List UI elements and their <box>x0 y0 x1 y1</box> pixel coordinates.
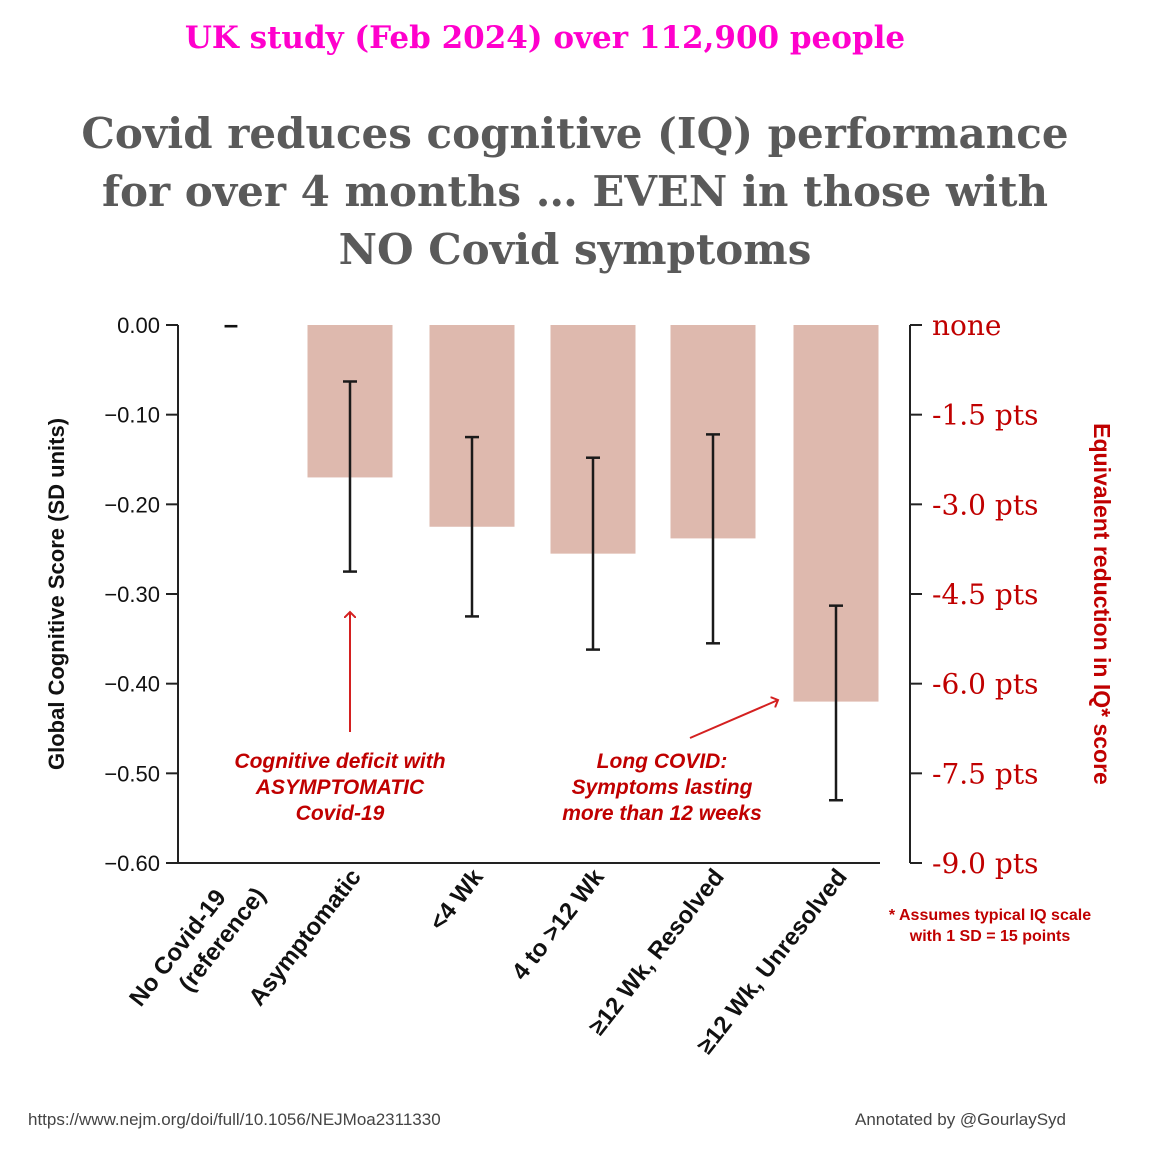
annotation-line: ASYMPTOMATIC <box>255 776 425 799</box>
note-line-2: with 1 SD = 15 points <box>909 928 1071 945</box>
y-tick-label-right: -7.5 pts <box>932 757 1038 790</box>
y-tick-label-right: -3.0 pts <box>932 488 1038 521</box>
iq-scale-note: * Assumes typical IQ scale with 1 SD = 1… <box>855 905 1125 947</box>
x-tick-label: ≥12 Wk, Resolved <box>584 864 730 1040</box>
y-tick-label-left: −0.50 <box>104 761 160 786</box>
title-line-2: for over 4 months … EVEN in those with <box>101 167 1049 216</box>
y-axis-title-left: Global Cognitive Score (SD units) <box>44 418 69 770</box>
annotation-line: Cognitive deficit with <box>234 750 445 773</box>
note-line-1: * Assumes typical IQ scale <box>888 907 1092 924</box>
chart-title: Covid reduces cognitive (IQ) performance… <box>20 105 1130 279</box>
x-tick-label: <4 Wk <box>424 864 489 936</box>
y-tick-label-left: −0.60 <box>104 851 160 876</box>
annotation-line: Symptoms lasting <box>572 776 753 799</box>
annotation-text: Cognitive deficit with ASYMPTOMATIC Covid-… <box>234 750 445 825</box>
study-subtitle: UK study (Feb 2024) over 112,900 people <box>184 20 906 56</box>
y-tick-label-left: −0.10 <box>104 403 160 428</box>
source-url: https://www.nejm.org/doi/full/10.1056/NE… <box>28 1110 441 1129</box>
y-tick-label-left: 0.00 <box>117 313 160 338</box>
x-tick-label: No Covid-19(reference) <box>124 864 271 1030</box>
y-tick-label-right: -6.0 pts <box>932 668 1038 701</box>
y-tick-label-right: -4.5 pts <box>932 578 1038 611</box>
y-tick-label-left: −0.40 <box>104 672 160 697</box>
y-tick-label-right: -1.5 pts <box>932 399 1038 432</box>
annotation-arrow <box>689 700 778 739</box>
y-tick-label-right: none <box>932 309 1002 342</box>
title-line-3: NO Covid symptoms <box>338 225 812 274</box>
annotation-text: Long COVID: Symptoms lasting more than 12 … <box>562 750 762 825</box>
x-tick-label: 4 to >12 Wk <box>507 864 610 986</box>
annotation-line: more than 12 weeks <box>562 802 762 825</box>
y-tick-label-right: -9.0 pts <box>932 847 1038 880</box>
y-tick-label-left: −0.20 <box>104 492 160 517</box>
x-tick-label: Asymptomatic <box>244 864 367 1011</box>
y-tick-label-left: −0.30 <box>104 582 160 607</box>
y-axis-title-right: Equivalent reduction in IQ* score <box>1089 423 1115 785</box>
annotation-line: Long COVID: <box>597 750 728 773</box>
annotation-credit: Annotated by @GourlaySyd <box>855 1110 1066 1129</box>
reference-marker: – <box>224 309 238 339</box>
title-line-1: Covid reduces cognitive (IQ) performance <box>81 109 1069 158</box>
annotation-line: Covid-19 <box>296 802 385 825</box>
